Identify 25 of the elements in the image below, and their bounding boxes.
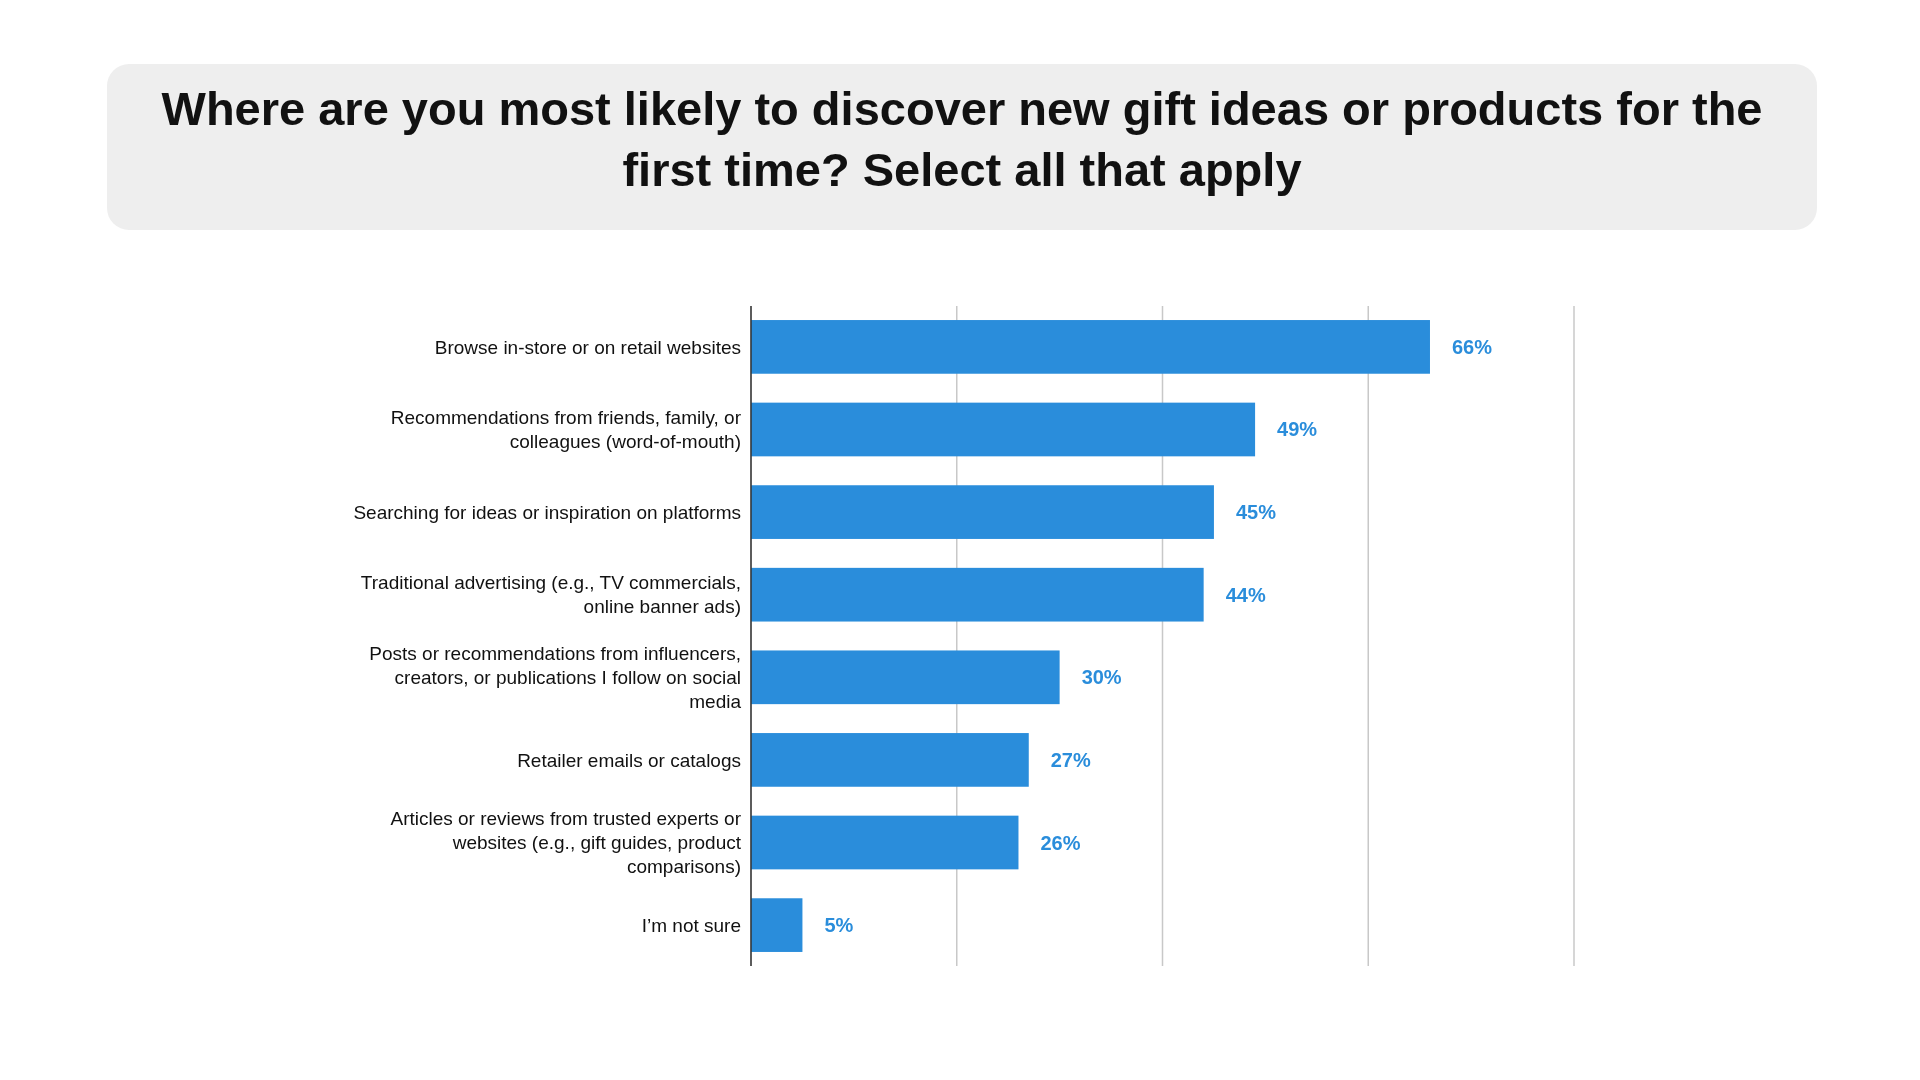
data-label: 5% [824,914,854,937]
y-tick-label: Recommendations from friends, family, or colleagues (word-of-mouth) [390,407,742,453]
bar [751,815,1019,870]
bar [751,898,803,952]
chart-title: Where are you most likely to discover new gift ideas or products for the first time? Select all that apply [161,82,1763,196]
bar [751,320,1430,374]
data-label: 44% [1225,583,1266,606]
data-label: 27% [1050,748,1092,771]
data-label: 49% [1277,418,1318,441]
data-label: 45% [1235,501,1277,524]
bar [751,485,1214,539]
data-label: 30% [1081,666,1122,689]
y-tick-label: I’m not sure [641,914,741,936]
bar [751,733,1029,787]
y-tick-label: Browse in-store or on retail websites [434,336,741,358]
bar [751,567,1204,622]
data-label: 26% [1040,831,1081,854]
y-tick-label: Searching for ideas or inspiration on platforms [353,501,741,523]
y-tick-label: Retailer emails or catalogs [517,749,741,771]
y-tick-label: Traditional advertising (e.g., TV commercials, online banner ads) [360,572,741,618]
y-tick-label: Posts or recommendations from influencers, creators, or publications I follow on social media [369,642,742,712]
bar [751,402,1256,457]
y-tick-label: Articles or reviews from trusted experts or websites (e.g., gift guides, product comparisons) [390,808,742,878]
bar [751,650,1060,705]
data-label: 66% [1451,335,1493,358]
